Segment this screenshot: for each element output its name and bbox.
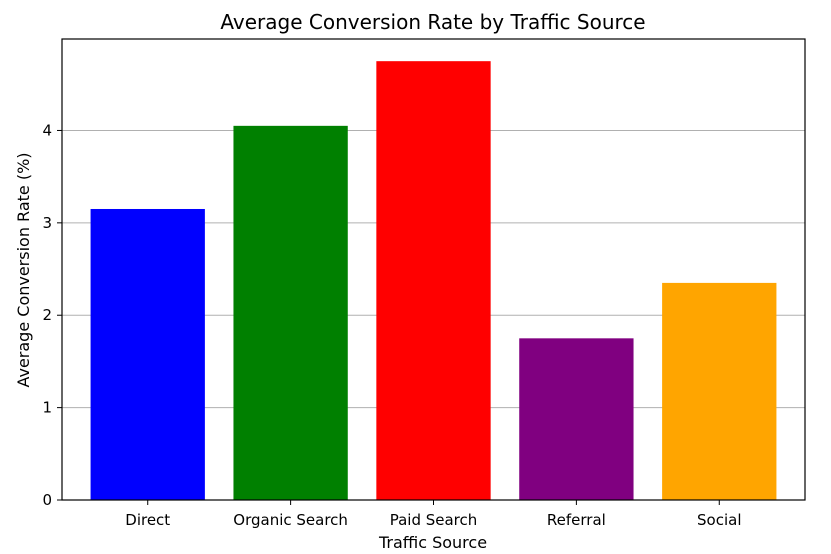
x-tick-label: Referral (547, 511, 606, 529)
y-axis-label: Average Conversion Rate (%) (14, 152, 33, 387)
x-axis-label: Traffic Source (378, 533, 487, 552)
bars (90, 61, 777, 501)
y-axis-ticks: 0 1 2 3 4 (42, 121, 62, 509)
x-axis-ticks: Direct Organic Search Paid Search Referral S… (125, 500, 742, 529)
y-tick-label: 0 (42, 491, 52, 509)
bar-organic-search (233, 125, 348, 501)
bar-paid-search (376, 61, 491, 501)
chart-title: Average Conversion Rate by Traffic Sourc… (220, 10, 645, 34)
y-tick-label: 1 (42, 399, 52, 417)
x-tick-label: Organic Search (233, 511, 348, 529)
bar-direct (90, 208, 205, 500)
x-tick-label: Social (697, 511, 741, 529)
y-tick-label: 2 (42, 306, 52, 324)
bar-social (662, 282, 777, 500)
x-tick-label: Paid Search (390, 511, 478, 529)
y-tick-label: 4 (42, 121, 52, 139)
x-tick-label: Direct (125, 511, 170, 529)
y-tick-label: 3 (42, 214, 52, 232)
bar-referral (519, 338, 634, 500)
